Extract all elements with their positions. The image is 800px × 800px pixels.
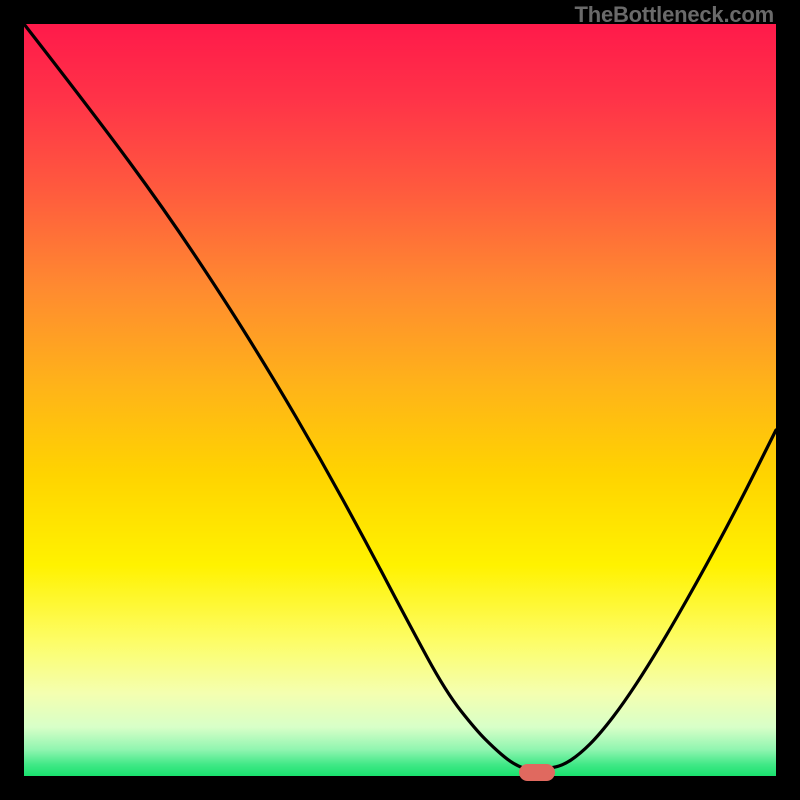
valley-marker [519, 764, 555, 781]
curve-path [24, 24, 776, 769]
bottleneck-curve [24, 24, 776, 776]
chart-area [24, 24, 776, 776]
chart-frame: TheBottleneck.com [0, 0, 800, 800]
